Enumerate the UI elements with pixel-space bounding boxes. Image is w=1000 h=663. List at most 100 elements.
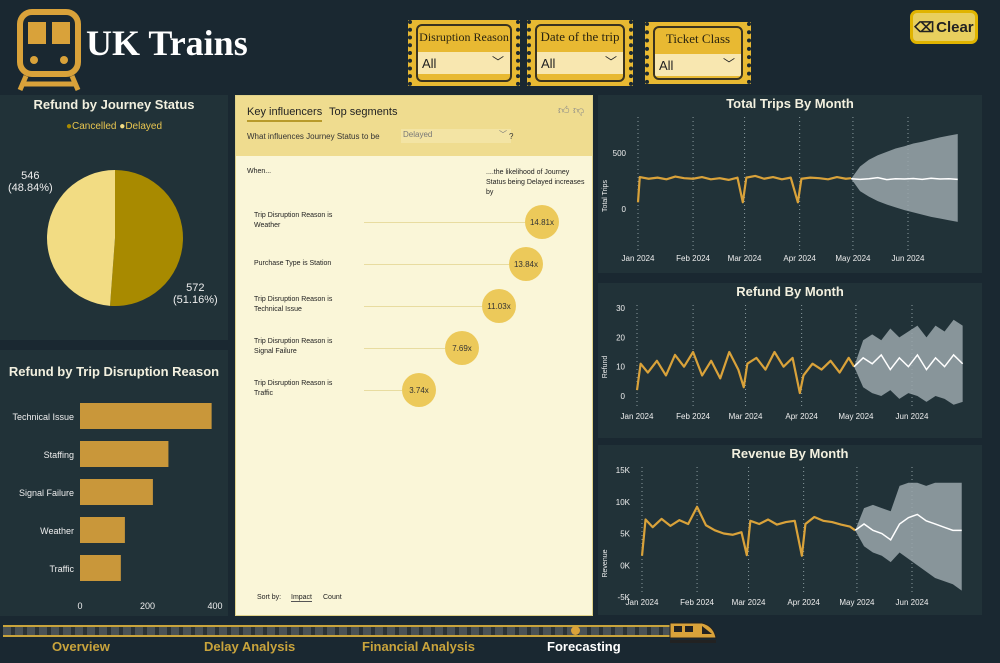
influencer-label-line: Technical Issue [254, 306, 302, 313]
x-tick-label: Jan 2024 [626, 598, 659, 607]
connector-line [364, 348, 445, 349]
forecast-series-line [854, 513, 962, 541]
page-title: UK Trains [86, 23, 248, 63]
x-tick-label: May 2024 [838, 412, 874, 421]
percent-label: (48.84%) [8, 182, 53, 194]
revenue-by-month-panel: Revenue By Month Jan 2024 Feb 2024 Mar 202… [598, 445, 982, 615]
influencer-bubble[interactable]: 3.74x [402, 373, 436, 407]
x-tick-label: Mar 2024 [728, 254, 762, 263]
legend-item-cancelled[interactable]: ●Cancelled [65, 121, 117, 132]
influencer-value: 3.74x [409, 385, 429, 395]
thumbs-up-icon[interactable]: 👍︎ [558, 105, 570, 117]
bar [80, 517, 125, 543]
refund-by-journey-status-panel: Refund by Journey Status ●Cancelled ●Del… [0, 95, 228, 340]
nav-financial-analysis[interactable]: Financial Analysis [362, 639, 475, 654]
influencer-bubble[interactable]: 13.84x [509, 247, 543, 281]
slicer-dropdown[interactable]: All ﹀ [418, 52, 510, 74]
ticket-class-slicer[interactable]: Ticket Class All ﹀ [645, 22, 751, 84]
influencer-row[interactable]: Trip Disruption Reason is Technical Issue… [236, 286, 592, 326]
tab-key-influencers[interactable]: Key influencers [247, 106, 323, 122]
influencers-header [236, 96, 592, 156]
y-axis-label: Revenue [602, 549, 609, 577]
nav-track [3, 625, 673, 637]
likelihood-label: ....the likelihood of Journey Status bei… [486, 169, 585, 196]
y-tick-label: 20 [616, 333, 625, 342]
nav-overview[interactable]: Overview [52, 639, 110, 654]
y-axis-label: Total Trips [602, 180, 609, 212]
clear-button[interactable]: ⌫ Clear [910, 10, 978, 44]
x-tick-label: Jun 2024 [896, 412, 929, 421]
bar [80, 403, 212, 429]
refund-by-month-panel: Refund By Month Jan 2024 Feb 2024 Mar 2024… [598, 283, 982, 438]
chart-title: Refund by Journey Status [33, 97, 195, 112]
slicer-dropdown[interactable]: All ﹀ [655, 54, 741, 76]
x-tick-label: 200 [140, 601, 155, 611]
x-tick-label: Mar 2024 [732, 598, 766, 607]
x-tick-label: Jan 2024 [622, 254, 655, 263]
help-icon[interactable]: ? [509, 132, 514, 141]
value-label: 572 [186, 282, 205, 294]
bar [80, 555, 121, 581]
total-trips-panel: Total Trips By Month Jan 2024 Feb 2024 Mar… [598, 95, 982, 273]
sort-impact[interactable]: Impact [291, 594, 313, 602]
influencer-bubble[interactable]: 11.03x [482, 289, 516, 323]
journey-status-dropdown[interactable]: Delayed ﹀ [401, 129, 511, 143]
x-tick-label: May 2024 [839, 598, 875, 607]
actual-series-line [640, 505, 856, 557]
category-label: Weather [40, 526, 74, 536]
slicer-dropdown[interactable]: All ﹀ [537, 52, 623, 74]
influencer-value: 7.69x [452, 343, 472, 353]
influencer-label-line: Signal Failure [254, 348, 297, 355]
x-tick-label: Feb 2024 [680, 598, 714, 607]
legend: ●Cancelled ●Delayed [0, 121, 228, 132]
sort-count[interactable]: Count [323, 594, 342, 601]
connector-line [364, 390, 402, 391]
slicer-label: Date of the trip [540, 29, 620, 44]
forecast-confidence-band [851, 133, 958, 222]
influencer-row[interactable]: Trip Disruption Reason is Signal Failure … [236, 328, 592, 368]
x-tick-label: 400 [207, 601, 222, 611]
x-tick-label: Jun 2024 [896, 598, 929, 607]
tab-top-segments[interactable]: Top segments [329, 106, 398, 118]
total-trips-line-chart: Jan 2024 Feb 2024 Mar 2024 Apr 2024 May 2024… [602, 117, 958, 263]
influencer-label: Trip Disruption Reason is Weather [254, 211, 332, 231]
connector-line [364, 264, 509, 265]
influencer-row[interactable]: Trip Disruption Reason is Traffic 3.74x [236, 370, 592, 410]
forecast-series-line [853, 353, 964, 371]
bar [80, 479, 153, 505]
influencer-bubble[interactable]: 7.69x [445, 331, 479, 365]
eraser-icon: ⌫ [914, 18, 935, 35]
train-front-icon [17, 9, 81, 91]
influencer-label-line: Weather [254, 222, 281, 229]
x-tick-label: Feb 2024 [676, 254, 710, 263]
nav-delay-analysis[interactable]: Delay Analysis [204, 639, 296, 654]
actual-series-line [636, 174, 852, 204]
pie-chart [46, 170, 183, 306]
actual-series-line [635, 350, 856, 395]
influencer-row[interactable]: Trip Disruption Reason is Weather 14.81x [236, 202, 592, 242]
influencer-label-line: Purchase Type is Station [254, 260, 332, 267]
influencer-label: Trip Disruption Reason is Traffic [254, 379, 332, 399]
disruption-reason-slicer[interactable]: Disruption Reason All ﹀ [408, 20, 520, 86]
x-tick-label: May 2024 [835, 254, 871, 263]
bar [80, 441, 169, 467]
x-tick-label: Jun 2024 [892, 254, 925, 263]
influencer-label-line: Trip Disruption Reason is [254, 212, 333, 219]
influencer-label-line: Trip Disruption Reason is [254, 338, 333, 345]
y-tick-label: 0K [620, 561, 630, 570]
y-tick-label: 5K [620, 530, 630, 539]
forecast-confidence-band [855, 482, 962, 591]
influencer-value: 13.84x [513, 259, 539, 269]
legend-item-delayed[interactable]: ●Delayed [119, 121, 163, 132]
pie-slice-cancelled [110, 170, 183, 306]
chart-title: Refund By Month [736, 284, 844, 299]
nav-forecasting[interactable]: Forecasting [547, 639, 621, 654]
thumbs-down-icon[interactable]: 👎︎ [573, 105, 585, 117]
date-of-trip-slicer[interactable]: Date of the trip All ﹀ [527, 20, 633, 86]
influencer-row[interactable]: Purchase Type is Station 13.84x [236, 244, 592, 284]
influencer-bubble[interactable]: 14.81x [525, 205, 559, 239]
when-label: When... [247, 168, 272, 175]
influencer-label-line: Traffic [254, 390, 274, 397]
chart-title: Revenue By Month [731, 446, 849, 461]
slicer-value: All [659, 58, 674, 73]
